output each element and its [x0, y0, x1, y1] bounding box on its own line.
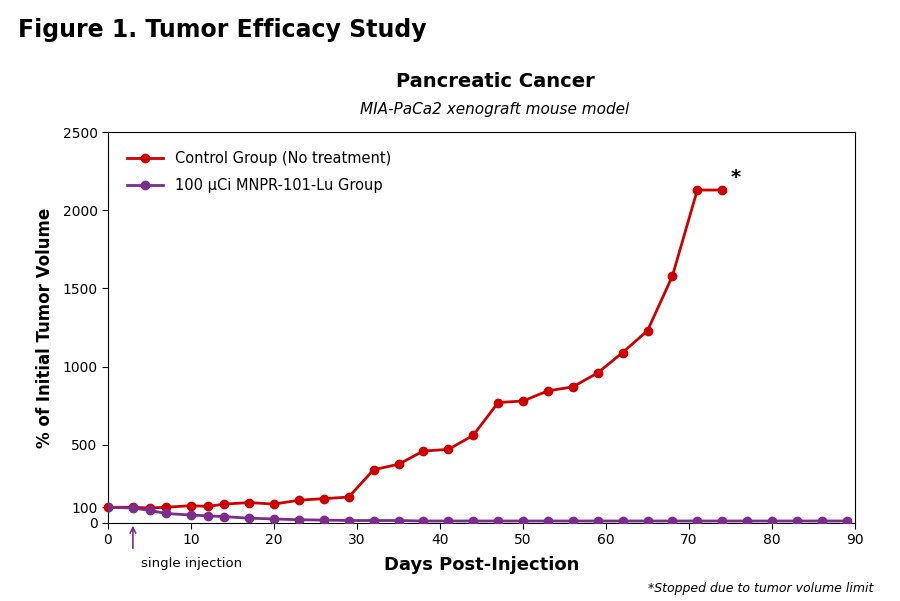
100 μCi MNPR-101-Lu Group	[518, 517, 528, 525]
Y-axis label: % of Initial Tumor Volume: % of Initial Tumor Volume	[36, 207, 54, 448]
100 μCi MNPR-101-Lu Group	[767, 517, 778, 525]
100 μCi MNPR-101-Lu Group	[492, 517, 503, 525]
Control Group (No treatment)	[103, 504, 113, 511]
100 μCi MNPR-101-Lu Group	[103, 504, 113, 511]
100 μCi MNPR-101-Lu Group	[418, 517, 428, 525]
100 μCi MNPR-101-Lu Group	[692, 517, 703, 525]
100 μCi MNPR-101-Lu Group	[742, 517, 752, 525]
100 μCi MNPR-101-Lu Group	[443, 517, 454, 525]
Control Group (No treatment)	[202, 503, 213, 510]
Control Group (No treatment)	[293, 496, 304, 504]
100 μCi MNPR-101-Lu Group	[567, 517, 578, 525]
Legend: Control Group (No treatment), 100 μCi MNPR-101-Lu Group: Control Group (No treatment), 100 μCi MN…	[115, 139, 403, 204]
Control Group (No treatment)	[368, 466, 379, 474]
Control Group (No treatment)	[518, 397, 528, 404]
Control Group (No treatment)	[128, 504, 139, 511]
100 μCi MNPR-101-Lu Group	[202, 512, 213, 519]
100 μCi MNPR-101-Lu Group	[543, 517, 553, 525]
Control Group (No treatment)	[393, 460, 404, 468]
X-axis label: Days Post-Injection: Days Post-Injection	[383, 555, 580, 573]
Control Group (No treatment)	[443, 446, 454, 453]
100 μCi MNPR-101-Lu Group	[144, 507, 155, 514]
100 μCi MNPR-101-Lu Group	[244, 514, 255, 522]
Text: Figure 1. Tumor Efficacy Study: Figure 1. Tumor Efficacy Study	[18, 18, 427, 42]
Text: single injection: single injection	[141, 557, 242, 570]
100 μCi MNPR-101-Lu Group	[617, 517, 628, 525]
100 μCi MNPR-101-Lu Group	[128, 504, 139, 511]
100 μCi MNPR-101-Lu Group	[816, 517, 827, 525]
100 μCi MNPR-101-Lu Group	[667, 517, 678, 525]
Control Group (No treatment)	[244, 499, 255, 506]
100 μCi MNPR-101-Lu Group	[592, 517, 603, 525]
100 μCi MNPR-101-Lu Group	[791, 517, 802, 525]
Control Group (No treatment)	[692, 186, 703, 194]
Control Group (No treatment)	[567, 383, 578, 391]
100 μCi MNPR-101-Lu Group	[268, 515, 279, 522]
Line: Control Group (No treatment): Control Group (No treatment)	[104, 186, 726, 512]
Control Group (No treatment)	[319, 495, 329, 502]
Text: Pancreatic Cancer: Pancreatic Cancer	[396, 72, 594, 91]
100 μCi MNPR-101-Lu Group	[642, 517, 652, 525]
Control Group (No treatment)	[642, 327, 652, 334]
Control Group (No treatment)	[716, 186, 727, 194]
100 μCi MNPR-101-Lu Group	[319, 516, 329, 523]
100 μCi MNPR-101-Lu Group	[293, 516, 304, 523]
Text: MIA-PaCa2 xenograft mouse model: MIA-PaCa2 xenograft mouse model	[360, 102, 630, 117]
Text: *: *	[731, 168, 741, 187]
Control Group (No treatment)	[617, 349, 628, 356]
Control Group (No treatment)	[268, 501, 279, 508]
100 μCi MNPR-101-Lu Group	[368, 517, 379, 524]
Control Group (No treatment)	[667, 272, 678, 279]
Control Group (No treatment)	[219, 501, 230, 508]
100 μCi MNPR-101-Lu Group	[393, 517, 404, 524]
100 μCi MNPR-101-Lu Group	[343, 517, 354, 524]
100 μCi MNPR-101-Lu Group	[185, 511, 196, 519]
Control Group (No treatment)	[492, 399, 503, 406]
Line: 100 μCi MNPR-101-Lu Group: 100 μCi MNPR-101-Lu Group	[104, 503, 850, 525]
100 μCi MNPR-101-Lu Group	[219, 513, 230, 520]
Control Group (No treatment)	[343, 493, 354, 501]
Control Group (No treatment)	[543, 387, 553, 394]
Control Group (No treatment)	[418, 447, 428, 454]
Control Group (No treatment)	[161, 504, 172, 511]
Control Group (No treatment)	[185, 502, 196, 509]
100 μCi MNPR-101-Lu Group	[468, 517, 479, 525]
100 μCi MNPR-101-Lu Group	[842, 517, 852, 525]
100 μCi MNPR-101-Lu Group	[716, 517, 727, 525]
Control Group (No treatment)	[592, 369, 603, 376]
Text: *Stopped due to tumor volume limit: *Stopped due to tumor volume limit	[648, 582, 873, 595]
Control Group (No treatment)	[468, 432, 479, 439]
100 μCi MNPR-101-Lu Group	[161, 510, 172, 517]
Control Group (No treatment)	[144, 504, 155, 511]
